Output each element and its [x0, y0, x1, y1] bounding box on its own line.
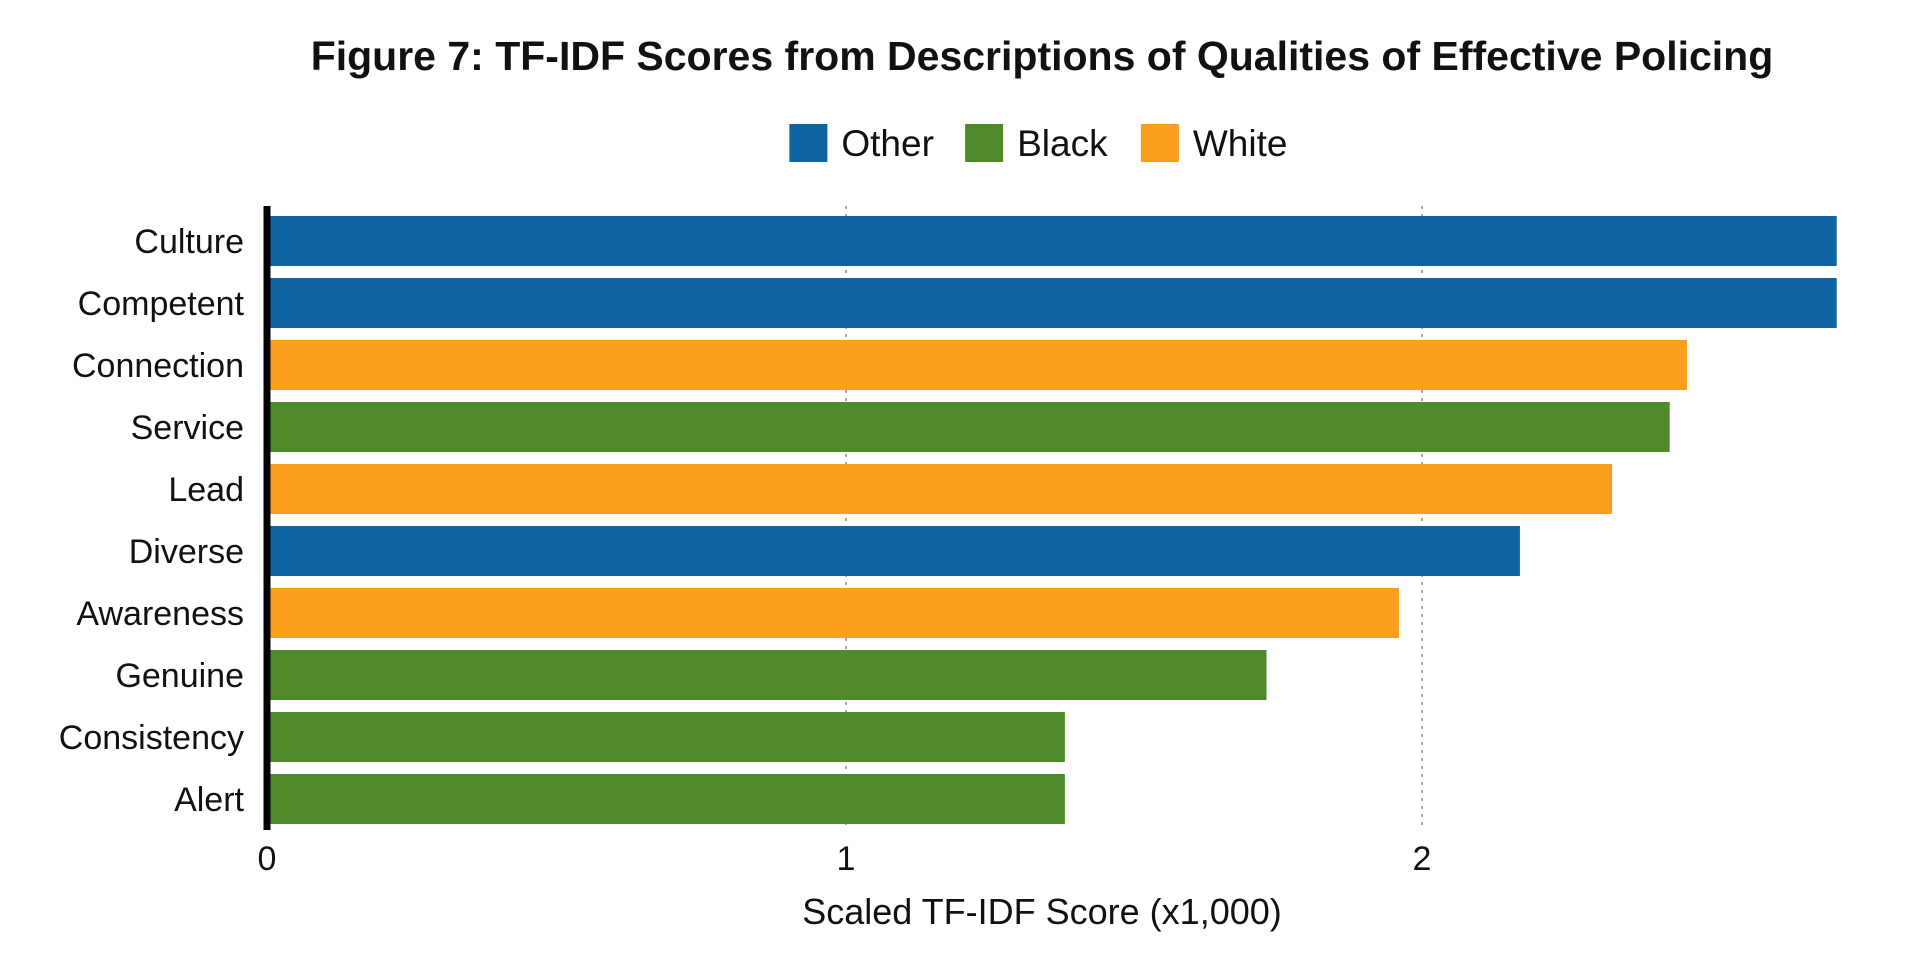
bar-service: [270, 402, 1670, 452]
bar-connection: [270, 340, 1687, 390]
category-labels: Culture Competent Connection Service Lead Div…: [59, 223, 245, 819]
category-label: Genuine: [115, 657, 244, 695]
legend-label-other: Other: [841, 123, 934, 164]
legend-swatch-white: [1140, 124, 1179, 162]
category-label: Alert: [174, 781, 244, 819]
category-label: Connection: [72, 347, 244, 385]
chart-title: Figure 7: TF-IDF Scores from Description…: [311, 33, 1774, 79]
category-label: Lead: [168, 471, 244, 509]
x-tick-label: 1: [837, 840, 856, 878]
x-tick-labels: 0 1 2: [258, 840, 1432, 878]
legend-swatch-black: [965, 124, 1004, 162]
category-label: Service: [131, 409, 244, 447]
legend-label-white: White: [1193, 123, 1288, 164]
category-label: Culture: [134, 223, 244, 261]
bar-competent: [270, 278, 1837, 328]
bar-genuine: [270, 650, 1267, 700]
legend: Other Black White: [789, 123, 1287, 164]
x-axis-label: Scaled TF-IDF Score (x1,000): [802, 891, 1282, 932]
bar-alert: [270, 774, 1065, 824]
x-tick-label: 2: [1413, 840, 1432, 878]
legend-swatch-other: [789, 124, 828, 162]
bars: [270, 216, 1837, 824]
bar-consistency: [270, 712, 1065, 762]
bar-awareness: [270, 588, 1399, 638]
bar-culture: [270, 216, 1837, 266]
category-label: Diverse: [129, 533, 244, 571]
bar-diverse: [270, 526, 1520, 576]
category-label: Competent: [78, 285, 245, 323]
bar-lead: [270, 464, 1613, 514]
legend-label-black: Black: [1017, 123, 1108, 164]
x-tick-label: 0: [258, 840, 277, 878]
category-label: Consistency: [59, 719, 244, 757]
category-label: Awareness: [76, 595, 244, 633]
